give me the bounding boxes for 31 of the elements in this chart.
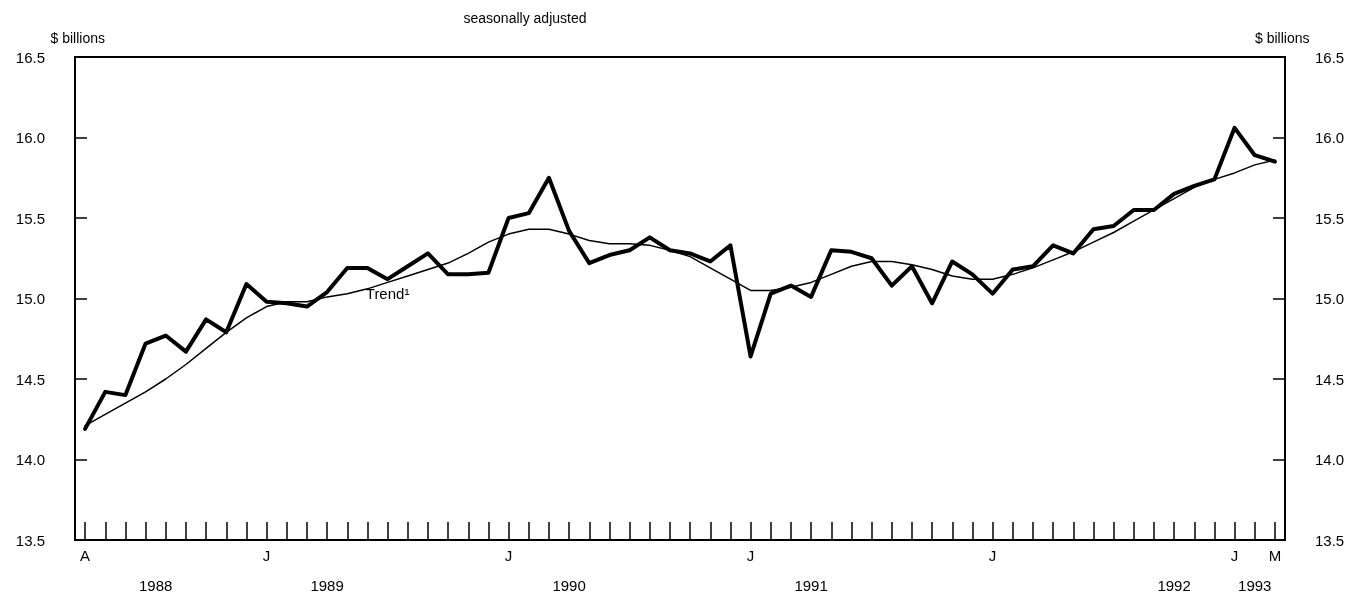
y2-tick-label: 16.5	[1315, 48, 1345, 66]
y-tick-label: 14.0	[15, 451, 45, 468]
x-tick-label: J	[1230, 547, 1239, 564]
text: 1990	[552, 576, 586, 594]
y2-tick-label: 15.5	[1315, 209, 1345, 227]
text: 1988	[138, 576, 173, 594]
text: 1992	[1157, 576, 1191, 594]
y2-tick-label: 14.0	[1315, 451, 1345, 468]
y-tick-label: 13.5	[15, 531, 45, 549]
x-tick-label: J	[988, 547, 997, 564]
y-tick-label: 16.0	[15, 129, 45, 146]
x-tick-label: A	[80, 547, 91, 564]
text: 1991	[794, 576, 828, 594]
y2-axis-title: $ billions	[1255, 30, 1310, 46]
y-tick-label: 15.5	[15, 209, 45, 227]
y2-tick-label: 14.5	[1315, 370, 1345, 388]
chart-title: seasonally adjusted	[463, 10, 587, 26]
x-tick-label: J	[504, 547, 513, 564]
x-tick-label: M	[1268, 547, 1282, 564]
text: 1989	[310, 576, 344, 594]
x-tick-label: J	[746, 547, 755, 564]
y2-tick-label: 13.5	[1315, 531, 1345, 549]
annotation: Trend¹	[365, 285, 410, 303]
y-tick-label: 16.5	[15, 48, 45, 66]
y-tick-label: 14.5	[15, 370, 45, 388]
y-tick-label: 15.0	[15, 290, 45, 307]
y2-tick-label: 15.0	[1315, 290, 1345, 307]
y-axis-title: $ billions	[50, 30, 105, 46]
y2-tick-label: 16.0	[1315, 129, 1345, 146]
text: 1993	[1238, 576, 1272, 594]
x-tick-label: J	[262, 547, 271, 564]
